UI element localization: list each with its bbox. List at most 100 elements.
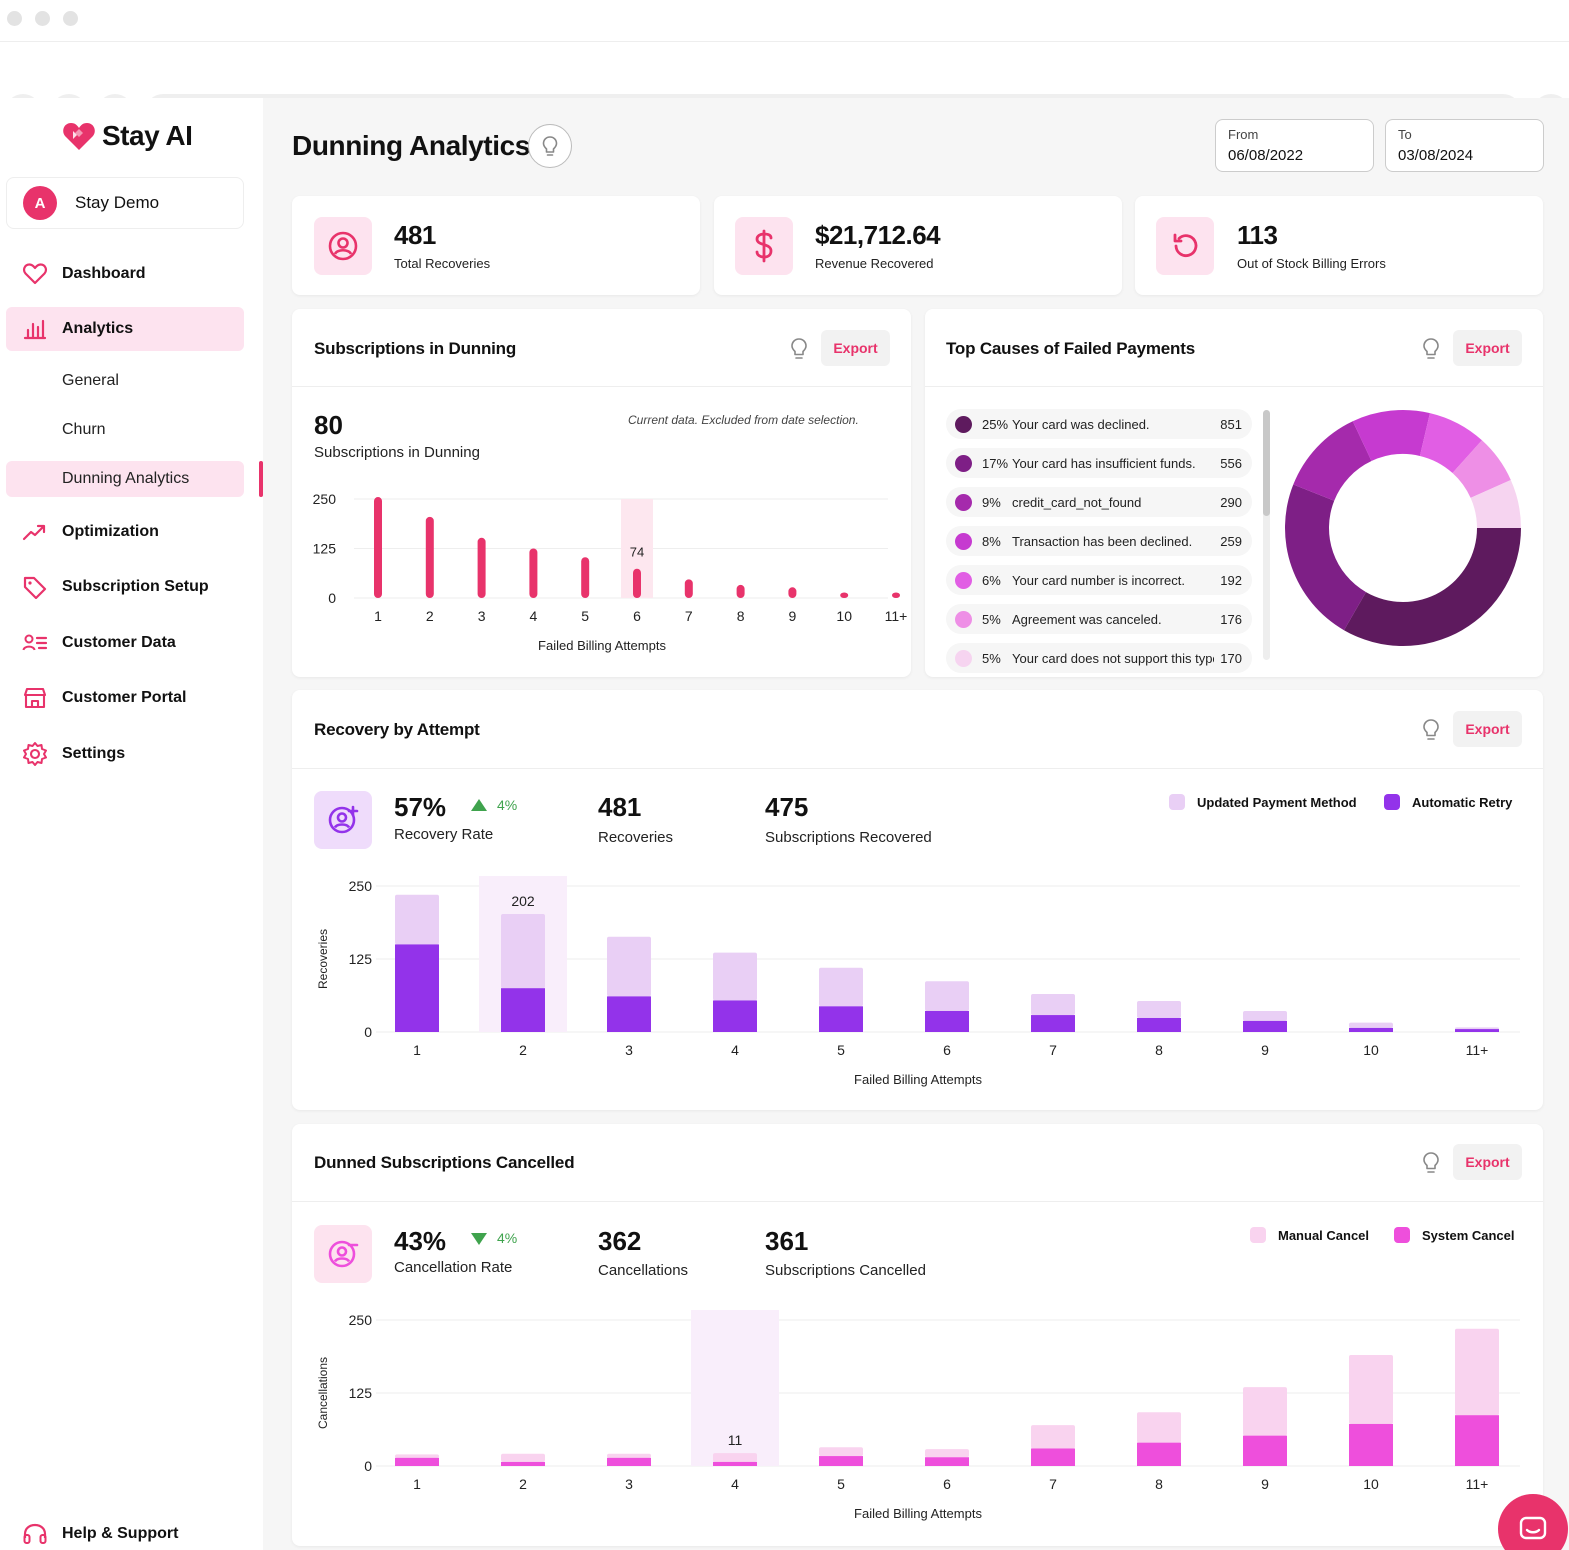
cause-row[interactable]: 25% Your card was declined. 851 — [946, 409, 1252, 439]
bar-segment[interactable] — [1137, 1017, 1181, 1032]
scrollbar-track[interactable] — [1263, 410, 1270, 660]
bar-segment[interactable] — [1349, 1022, 1393, 1028]
insights-button[interactable] — [528, 124, 572, 168]
bar-segment[interactable] — [1455, 1027, 1499, 1030]
bar[interactable] — [892, 592, 900, 598]
lightbulb-icon[interactable] — [788, 337, 810, 361]
donut-slice[interactable] — [1285, 484, 1366, 631]
nav-settings[interactable]: Settings — [6, 732, 244, 776]
cause-row[interactable]: 5% Your card does not support this type o… — [946, 643, 1252, 673]
nav-customer-portal[interactable]: Customer Portal — [6, 676, 244, 720]
nav-dashboard[interactable]: Dashboard — [6, 252, 244, 296]
bar-segment[interactable] — [607, 936, 651, 997]
window-maximize-dot[interactable] — [63, 11, 78, 26]
nav-help-support[interactable]: Help & Support — [6, 1512, 244, 1550]
bar-segment[interactable] — [501, 914, 545, 989]
bar[interactable] — [425, 516, 434, 598]
bar-segment[interactable] — [501, 1461, 545, 1466]
bar-segment[interactable] — [713, 1000, 757, 1032]
bar-segment[interactable] — [713, 952, 757, 1001]
bar-segment[interactable] — [925, 1010, 969, 1032]
bar-segment[interactable] — [607, 996, 651, 1032]
bar[interactable] — [529, 548, 538, 599]
donut-slice[interactable] — [1470, 480, 1521, 528]
subnav-general[interactable]: General — [62, 372, 119, 389]
lightbulb-icon[interactable] — [1420, 1151, 1442, 1175]
bar-segment[interactable] — [819, 1447, 863, 1457]
bar[interactable] — [477, 537, 486, 598]
donut-slice[interactable] — [1344, 528, 1521, 646]
bar-segment[interactable] — [819, 1456, 863, 1466]
cause-row[interactable]: 17% Your card has insufficient funds. 556 — [946, 448, 1252, 478]
cause-row[interactable]: 8% Transaction has been declined. 259 — [946, 526, 1252, 556]
bar[interactable] — [736, 584, 745, 598]
donut-slice[interactable] — [1419, 413, 1482, 474]
nav-optimization[interactable]: Optimization — [6, 510, 244, 554]
export-button[interactable]: Export — [1453, 1144, 1522, 1180]
subnav-churn[interactable]: Churn — [62, 421, 106, 438]
bar-segment[interactable] — [607, 1453, 651, 1458]
window-close-dot[interactable] — [7, 11, 22, 26]
nav-customer-data[interactable]: Customer Data — [6, 621, 244, 665]
bar-segment[interactable] — [1349, 1423, 1393, 1466]
cause-row[interactable]: 5% Agreement was canceled. 176 — [946, 604, 1252, 634]
bar[interactable] — [374, 497, 382, 598]
bar-segment[interactable] — [925, 981, 969, 1011]
bar-segment[interactable] — [501, 988, 545, 1032]
chat-launcher-button[interactable] — [1498, 1494, 1568, 1550]
bar-segment[interactable] — [819, 1006, 863, 1032]
bar-segment[interactable] — [395, 1454, 439, 1458]
bar-segment[interactable] — [395, 1457, 439, 1466]
donut-slice[interactable] — [1352, 410, 1430, 462]
bar-segment[interactable] — [1243, 1020, 1287, 1032]
bar-segment[interactable] — [1455, 1029, 1499, 1032]
bar-segment[interactable] — [819, 967, 863, 1007]
donut-slice[interactable] — [1293, 421, 1372, 501]
nav-subscription-setup[interactable]: Subscription Setup — [6, 565, 244, 609]
bar[interactable] — [840, 592, 849, 598]
bar-segment[interactable] — [395, 894, 439, 945]
bar-segment[interactable] — [501, 1453, 545, 1462]
bar-segment[interactable] — [713, 1461, 757, 1466]
bar-segment[interactable] — [1031, 1015, 1075, 1032]
subnav-dunning-analytics[interactable]: Dunning Analytics — [6, 461, 244, 497]
bar[interactable] — [788, 587, 797, 598]
bar-segment[interactable] — [1137, 1442, 1181, 1466]
bar-segment[interactable] — [1031, 1448, 1075, 1466]
bar-segment[interactable] — [1455, 1415, 1499, 1466]
bar-segment[interactable] — [1349, 1355, 1393, 1424]
bar-segment[interactable] — [1031, 994, 1075, 1016]
bar-segment[interactable] — [1455, 1328, 1499, 1416]
scrollbar-thumb[interactable] — [1263, 410, 1270, 516]
bar-segment[interactable] — [1349, 1027, 1393, 1032]
causes-list[interactable]: 25% Your card was declined. 851 17% Your car… — [925, 398, 1270, 676]
bar-segment[interactable] — [1031, 1425, 1075, 1449]
bar-segment[interactable] — [1243, 1387, 1287, 1436]
account-switcher[interactable]: A Stay Demo — [6, 177, 244, 229]
cause-row[interactable]: 9% credit_card_not_found 290 — [946, 487, 1252, 517]
export-button[interactable]: Export — [821, 330, 890, 366]
bar-segment[interactable] — [1137, 1001, 1181, 1018]
bar-segment[interactable] — [925, 1449, 969, 1458]
bar-segment[interactable] — [395, 944, 439, 1032]
bar-segment[interactable] — [713, 1453, 757, 1462]
export-button[interactable]: Export — [1453, 711, 1522, 747]
date-to-field[interactable]: To 03/08/2024 — [1385, 119, 1544, 172]
bar[interactable] — [684, 579, 693, 598]
bar-segment[interactable] — [607, 1457, 651, 1466]
donut-slice[interactable] — [1452, 440, 1511, 498]
export-button[interactable]: Export — [1453, 330, 1522, 366]
brand-logo[interactable]: Stay AI — [62, 120, 193, 152]
date-from-field[interactable]: From 06/08/2022 — [1215, 119, 1374, 172]
bar-segment[interactable] — [1137, 1412, 1181, 1443]
bar-segment[interactable] — [1243, 1435, 1287, 1466]
lightbulb-icon[interactable] — [1420, 337, 1442, 361]
bar[interactable] — [581, 557, 590, 598]
nav-analytics[interactable]: Analytics — [6, 307, 244, 351]
bar-segment[interactable] — [925, 1457, 969, 1466]
bar-segment[interactable] — [1243, 1010, 1287, 1021]
lightbulb-icon[interactable] — [1420, 718, 1442, 742]
window-minimize-dot[interactable] — [35, 11, 50, 26]
bar[interactable] — [633, 568, 641, 598]
cause-row[interactable]: 6% Your card number is incorrect. 192 — [946, 565, 1252, 595]
